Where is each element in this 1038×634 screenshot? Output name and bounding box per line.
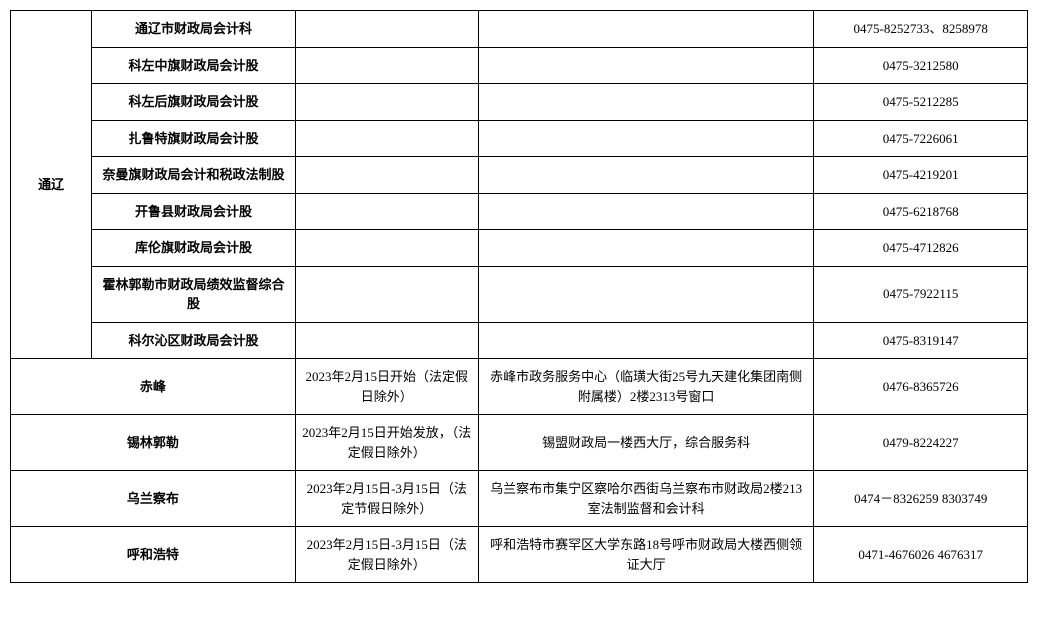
address-cell: 乌兰察布市集宁区察哈尔西街乌兰察布市财政局2楼213室法制监督和会计科	[478, 471, 814, 527]
date-cell	[295, 157, 478, 194]
table-row: 霍林郭勒市财政局绩效监督综合股 0475-7922115	[11, 266, 1028, 322]
phone-cell: 0475-4219201	[814, 157, 1028, 194]
table-row: 科左后旗财政局会计股 0475-5212285	[11, 84, 1028, 121]
address-cell	[478, 322, 814, 359]
dept-cell: 科左后旗财政局会计股	[92, 84, 295, 121]
date-cell	[295, 120, 478, 157]
phone-cell: 0475-3212580	[814, 47, 1028, 84]
table-row: 扎鲁特旗财政局会计股 0475-7226061	[11, 120, 1028, 157]
address-cell	[478, 11, 814, 48]
table-row: 库伦旗财政局会计股 0475-4712826	[11, 230, 1028, 267]
address-cell	[478, 47, 814, 84]
date-cell	[295, 47, 478, 84]
dept-cell: 科尔沁区财政局会计股	[92, 322, 295, 359]
date-cell	[295, 230, 478, 267]
address-cell	[478, 120, 814, 157]
table-row: 科尔沁区财政局会计股 0475-8319147	[11, 322, 1028, 359]
dept-cell: 奈曼旗财政局会计和税政法制股	[92, 157, 295, 194]
dept-cell: 科左中旗财政局会计股	[92, 47, 295, 84]
cert-info-table: 通辽 通辽市财政局会计科 0475-8252733、8258978 科左中旗财政…	[10, 10, 1028, 583]
dept-cell: 库伦旗财政局会计股	[92, 230, 295, 267]
phone-cell: 0475-7226061	[814, 120, 1028, 157]
dept-cell: 霍林郭勒市财政局绩效监督综合股	[92, 266, 295, 322]
table-row: 呼和浩特 2023年2月15日-3月15日（法定假日除外） 呼和浩特市赛罕区大学…	[11, 527, 1028, 583]
phone-cell: 0475-5212285	[814, 84, 1028, 121]
dept-cell: 开鲁县财政局会计股	[92, 193, 295, 230]
table-row: 奈曼旗财政局会计和税政法制股 0475-4219201	[11, 157, 1028, 194]
date-cell: 2023年2月15日-3月15日（法定节假日除外）	[295, 471, 478, 527]
phone-cell: 0471-4676026 4676317	[814, 527, 1028, 583]
phone-cell: 0475-8252733、8258978	[814, 11, 1028, 48]
address-cell	[478, 266, 814, 322]
date-cell	[295, 193, 478, 230]
region-cell: 锡林郭勒	[11, 415, 296, 471]
date-cell: 2023年2月15日开始（法定假日除外）	[295, 359, 478, 415]
phone-cell: 0475-4712826	[814, 230, 1028, 267]
table-row: 通辽 通辽市财政局会计科 0475-8252733、8258978	[11, 11, 1028, 48]
phone-cell: 0475-6218768	[814, 193, 1028, 230]
address-cell: 锡盟财政局一楼西大厅，综合服务科	[478, 415, 814, 471]
region-cell: 赤峰	[11, 359, 296, 415]
table-row: 乌兰察布 2023年2月15日-3月15日（法定节假日除外） 乌兰察布市集宁区察…	[11, 471, 1028, 527]
region-cell: 通辽	[11, 11, 92, 359]
phone-cell: 0474－8326259 8303749	[814, 471, 1028, 527]
date-cell: 2023年2月15日-3月15日（法定假日除外）	[295, 527, 478, 583]
date-cell: 2023年2月15日开始发放，（法定假日除外）	[295, 415, 478, 471]
date-cell	[295, 84, 478, 121]
date-cell	[295, 266, 478, 322]
phone-cell: 0475-7922115	[814, 266, 1028, 322]
address-cell: 呼和浩特市赛罕区大学东路18号呼市财政局大楼西侧领证大厅	[478, 527, 814, 583]
dept-cell: 通辽市财政局会计科	[92, 11, 295, 48]
address-cell: 赤峰市政务服务中心（临璜大街25号九天建化集团南侧附属楼）2楼2313号窗口	[478, 359, 814, 415]
table-row: 赤峰 2023年2月15日开始（法定假日除外） 赤峰市政务服务中心（临璜大街25…	[11, 359, 1028, 415]
dept-cell: 扎鲁特旗财政局会计股	[92, 120, 295, 157]
address-cell	[478, 84, 814, 121]
date-cell	[295, 11, 478, 48]
region-cell: 乌兰察布	[11, 471, 296, 527]
phone-cell: 0476-8365726	[814, 359, 1028, 415]
table-row: 开鲁县财政局会计股 0475-6218768	[11, 193, 1028, 230]
address-cell	[478, 157, 814, 194]
phone-cell: 0475-8319147	[814, 322, 1028, 359]
date-cell	[295, 322, 478, 359]
table-row: 锡林郭勒 2023年2月15日开始发放，（法定假日除外） 锡盟财政局一楼西大厅，…	[11, 415, 1028, 471]
table-container: 通辽 通辽市财政局会计科 0475-8252733、8258978 科左中旗财政…	[10, 10, 1028, 583]
region-cell: 呼和浩特	[11, 527, 296, 583]
table-row: 科左中旗财政局会计股 0475-3212580	[11, 47, 1028, 84]
address-cell	[478, 230, 814, 267]
address-cell	[478, 193, 814, 230]
phone-cell: 0479-8224227	[814, 415, 1028, 471]
